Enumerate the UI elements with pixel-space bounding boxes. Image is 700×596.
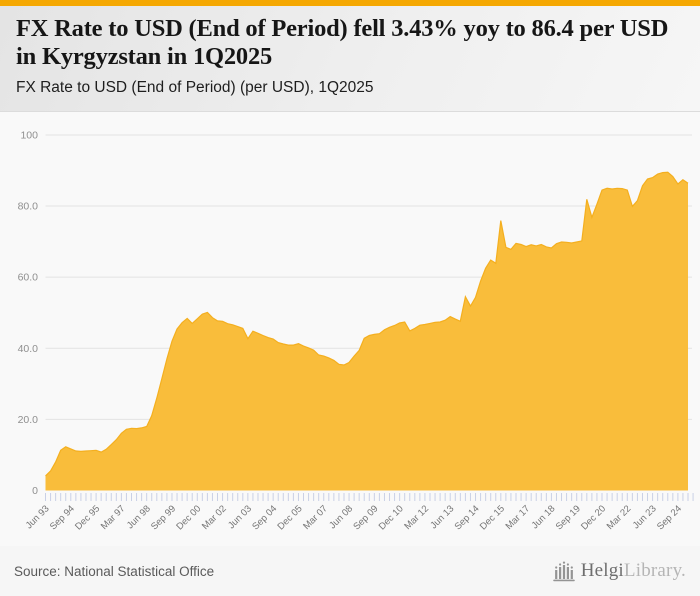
x-axis-label: Dec 05 (276, 503, 305, 532)
fx-rate-area-chart: 100 80.0 60.0 40.0 20.0 0 Jun 93 Sep 94 Dec 95 Ma… (0, 112, 700, 546)
x-axis-label: Sep 94 (48, 503, 77, 532)
x-axis-label: Sep 99 (149, 503, 178, 532)
x-axis-label: Dec 95 (73, 503, 102, 532)
y-axis-label: 40.0 (18, 343, 39, 355)
y-axis-label: 100 (20, 129, 38, 141)
chart-header: FX Rate to USD (End of Period) fell 3.43… (0, 6, 700, 112)
y-axis-label: 60.0 (18, 272, 39, 284)
x-axis-label: Mar 12 (402, 503, 431, 532)
x-axis-label: Jun 93 (24, 503, 52, 531)
x-axis-label: Dec 15 (478, 503, 507, 532)
logo-text-light: Library. (623, 560, 686, 581)
helgi-library-logo: HelgiLibrary. (552, 560, 686, 582)
x-axis-label: Jun 98 (125, 503, 153, 531)
x-axis-label: Mar 97 (99, 503, 128, 532)
area-series-line (45, 171, 689, 477)
x-axis-label: Mar 02 (200, 503, 229, 532)
y-axis-label: 20.0 (18, 414, 39, 426)
y-axis-labels: 100 80.0 60.0 40.0 20.0 0 (18, 129, 39, 497)
x-axis-label: Sep 09 (351, 503, 380, 532)
source-note: Source: National Statistical Office (14, 563, 215, 579)
x-axis-label: Mar 17 (504, 503, 533, 532)
y-axis-label: 0 (32, 485, 38, 497)
x-axis-label: Sep 19 (554, 503, 583, 532)
x-axis-label: Dec 20 (579, 503, 608, 532)
y-axis-label: 80.0 (18, 201, 39, 213)
x-axis-label: Dec 10 (377, 503, 406, 532)
x-axis-label: Sep 04 (250, 503, 279, 532)
helgi-logo-icon (552, 561, 575, 581)
x-axis-label: Jun 13 (428, 503, 456, 531)
x-axis-label: Jun 18 (530, 503, 558, 531)
x-axis-label: Sep 24 (655, 503, 684, 532)
x-axis-label: Dec 00 (174, 503, 203, 532)
helgi-logo-wordmark: HelgiLibrary. (581, 560, 686, 582)
x-axis-label: Jun 23 (631, 503, 659, 531)
x-axis-label: Sep 14 (453, 503, 482, 532)
chart-title: FX Rate to USD (End of Period) fell 3.43… (16, 15, 669, 71)
x-axis-label: Mar 22 (605, 503, 634, 532)
area-series-fill (45, 172, 688, 491)
x-axis-ticks (45, 493, 694, 501)
x-axis-label: Mar 07 (301, 503, 330, 532)
accent-top-bar (0, 0, 700, 6)
chart-footer: Source: National Statistical Office (0, 546, 700, 596)
logo-text-dark: Helgi (580, 560, 624, 581)
x-axis-label: Jun 08 (327, 503, 355, 531)
x-axis-label: Jun 03 (226, 503, 254, 531)
chart-subtitle: FX Rate to USD (End of Period) (per USD)… (16, 78, 374, 96)
